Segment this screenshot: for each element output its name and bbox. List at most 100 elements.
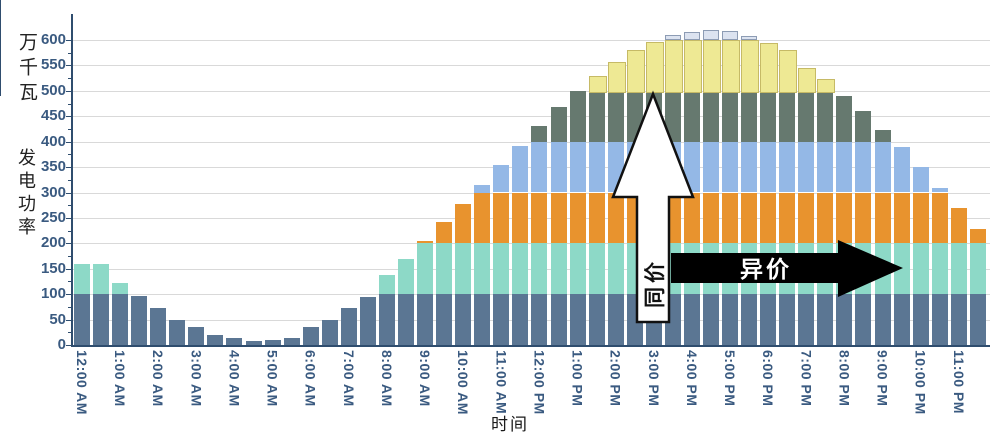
bar-segment xyxy=(607,192,624,244)
bar-segment xyxy=(378,274,395,295)
x-tick-label: 9:00 PM xyxy=(874,350,891,407)
bar-segment xyxy=(722,141,739,193)
bar-segment xyxy=(855,141,872,193)
up-arrow-label: 同价 xyxy=(644,258,667,308)
bar-segment xyxy=(512,294,529,345)
bar-segment xyxy=(531,294,548,345)
bar-segment xyxy=(741,192,758,244)
x-tick-label: 11:00 AM xyxy=(493,350,510,415)
bar-segment xyxy=(683,192,700,244)
x-tick-label: 12:00 AM xyxy=(74,350,90,415)
x-tick-label: 5:00 PM xyxy=(722,350,739,407)
bar-segment xyxy=(683,141,700,193)
bar-segment xyxy=(531,192,548,244)
x-tick xyxy=(0,16,1,20)
bar-segment xyxy=(436,294,453,345)
y-tick xyxy=(66,116,72,118)
gridline xyxy=(72,192,990,194)
bar-segment xyxy=(931,294,948,345)
bar-segment xyxy=(702,192,719,244)
bar-segment xyxy=(436,221,453,244)
x-tick-label: 12:00 PM xyxy=(531,350,548,415)
y-tick xyxy=(66,90,72,92)
y-tick xyxy=(66,141,72,143)
bar-segment xyxy=(779,141,796,193)
bar-segment xyxy=(702,40,721,93)
y-tick-label: 150 xyxy=(40,259,66,277)
bar-segment xyxy=(264,339,281,345)
bar-segment xyxy=(683,40,702,93)
bar-segment xyxy=(855,192,872,244)
bar-segment xyxy=(417,240,434,244)
bar-segment xyxy=(664,90,681,142)
bar-segment xyxy=(455,243,472,295)
bar-segment xyxy=(550,141,567,193)
bar-segment xyxy=(588,294,605,345)
y-tick xyxy=(66,217,72,219)
y-minor-tick xyxy=(68,205,72,207)
bar-segment xyxy=(474,184,491,193)
gridline xyxy=(72,141,990,143)
bar-segment xyxy=(779,192,796,244)
bar-segment xyxy=(245,340,262,345)
bar-segment xyxy=(569,141,586,193)
y-minor-tick xyxy=(68,281,72,283)
bar-overflow-cap xyxy=(683,31,700,40)
bar-segment xyxy=(798,294,815,345)
bar-overflow-cap xyxy=(722,30,739,40)
gridline xyxy=(72,65,990,67)
bar-segment xyxy=(531,141,548,193)
bar-segment xyxy=(931,192,948,244)
bar-segment xyxy=(455,294,472,345)
y-axis-line xyxy=(71,14,73,347)
x-tick xyxy=(0,24,1,28)
x-tick xyxy=(0,0,1,4)
bar-segment xyxy=(493,294,510,345)
x-tick xyxy=(0,72,1,76)
bar-segment xyxy=(836,95,853,142)
bar-segment xyxy=(607,243,624,295)
gridline xyxy=(72,217,990,219)
bar-segment xyxy=(817,294,834,345)
bar-segment xyxy=(912,167,929,193)
bar-segment xyxy=(741,90,758,142)
x-tick xyxy=(0,8,1,12)
bar-segment xyxy=(607,62,626,93)
y-tick xyxy=(66,40,72,41)
bar-segment xyxy=(531,243,548,295)
bar-segment xyxy=(207,334,224,345)
x-tick xyxy=(0,52,1,56)
bar-segment xyxy=(283,337,300,345)
bar-segment xyxy=(607,294,624,345)
bar-segment xyxy=(798,192,815,244)
x-tick xyxy=(0,48,1,52)
x-tick xyxy=(0,44,1,48)
x-axis-title: 时间 xyxy=(491,415,529,434)
x-tick xyxy=(0,76,1,80)
bar-segment xyxy=(912,192,929,244)
bar-segment xyxy=(950,208,967,244)
bar-segment xyxy=(474,192,491,244)
right-arrow-label: 异价 xyxy=(740,256,792,282)
x-tick-label: 5:00 AM xyxy=(264,350,281,407)
bar-segment xyxy=(741,294,758,345)
bar-segment xyxy=(702,90,719,142)
bar-segment xyxy=(855,111,872,142)
bar-segment xyxy=(512,145,529,193)
gridline xyxy=(72,294,990,296)
bar-segment xyxy=(760,90,777,142)
bar-segment xyxy=(588,141,605,193)
bar-segment xyxy=(93,263,110,295)
bar-segment xyxy=(474,294,491,345)
bar-overflow-cap xyxy=(702,29,719,40)
bar-segment xyxy=(607,90,624,142)
bar-segment xyxy=(817,90,834,142)
bar-segment xyxy=(493,243,510,295)
bar-segment xyxy=(93,294,110,345)
bar-segment xyxy=(836,192,853,244)
x-tick xyxy=(0,36,1,40)
y-tick xyxy=(66,268,72,270)
up-arrow-shape xyxy=(611,90,695,324)
bar-segment xyxy=(741,141,758,193)
